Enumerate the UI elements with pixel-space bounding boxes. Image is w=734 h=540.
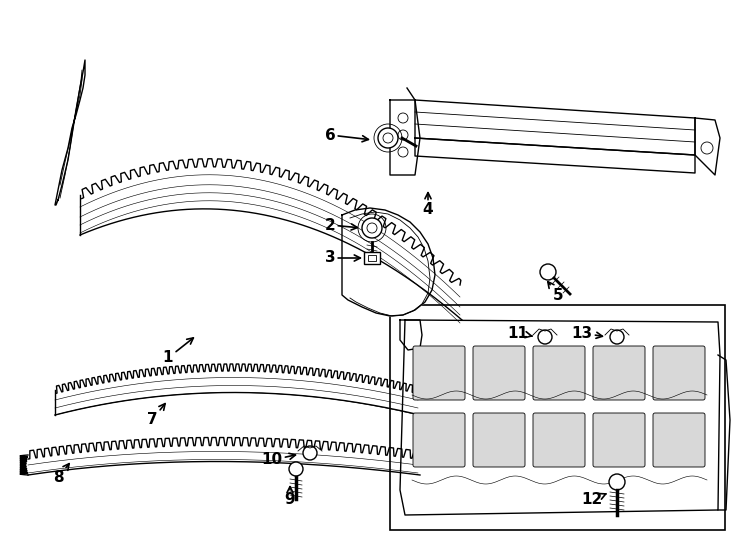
Polygon shape <box>55 60 85 205</box>
Circle shape <box>538 330 552 344</box>
Text: 7: 7 <box>147 403 165 428</box>
Polygon shape <box>342 208 435 316</box>
FancyBboxPatch shape <box>533 413 585 467</box>
Polygon shape <box>390 100 420 175</box>
FancyBboxPatch shape <box>473 413 525 467</box>
Text: 10: 10 <box>261 453 296 468</box>
Circle shape <box>609 474 625 490</box>
Text: 1: 1 <box>163 338 193 366</box>
FancyBboxPatch shape <box>653 413 705 467</box>
Circle shape <box>378 128 398 148</box>
Bar <box>364 252 380 264</box>
FancyBboxPatch shape <box>413 346 465 400</box>
Circle shape <box>540 264 556 280</box>
Polygon shape <box>415 138 695 173</box>
Bar <box>390 305 725 530</box>
Bar <box>368 255 376 261</box>
Polygon shape <box>400 320 720 515</box>
Text: 3: 3 <box>324 251 360 266</box>
FancyBboxPatch shape <box>533 346 585 400</box>
FancyBboxPatch shape <box>593 346 645 400</box>
Text: 13: 13 <box>572 326 603 341</box>
Circle shape <box>362 218 382 238</box>
FancyBboxPatch shape <box>473 346 525 400</box>
FancyBboxPatch shape <box>593 413 645 467</box>
Text: 4: 4 <box>423 193 433 218</box>
Polygon shape <box>695 118 720 175</box>
FancyBboxPatch shape <box>653 346 705 400</box>
Text: 12: 12 <box>581 492 606 508</box>
Circle shape <box>289 462 303 476</box>
Text: 9: 9 <box>285 487 295 508</box>
Text: 8: 8 <box>53 464 69 485</box>
Text: 11: 11 <box>507 326 532 341</box>
Polygon shape <box>415 100 695 155</box>
Text: 5: 5 <box>548 282 563 302</box>
Circle shape <box>610 330 624 344</box>
Circle shape <box>303 446 317 460</box>
Text: 6: 6 <box>324 127 368 143</box>
FancyBboxPatch shape <box>413 413 465 467</box>
Text: 2: 2 <box>324 218 357 233</box>
